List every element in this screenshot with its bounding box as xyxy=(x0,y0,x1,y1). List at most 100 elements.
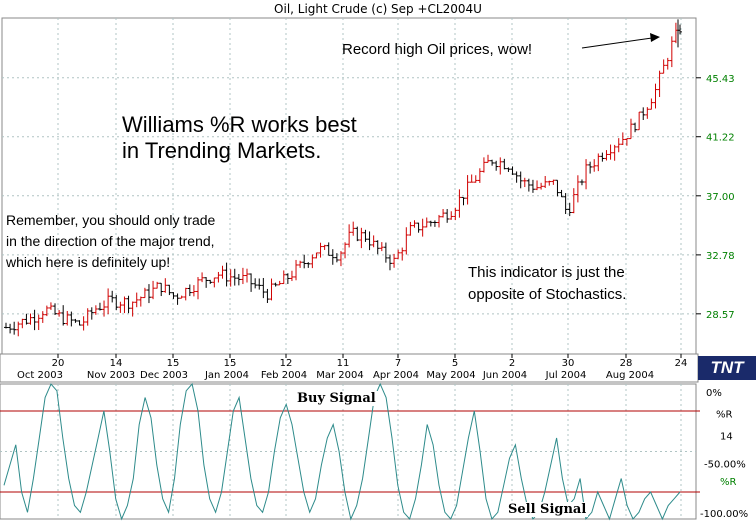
price-bar xyxy=(40,311,45,323)
price-bar xyxy=(16,321,21,337)
price-bar xyxy=(142,287,147,299)
price-bar xyxy=(375,240,380,255)
price-bar xyxy=(310,254,315,269)
price-bar xyxy=(53,303,58,315)
price-bar xyxy=(563,193,568,215)
price-bar xyxy=(261,277,266,299)
price-bar xyxy=(412,220,417,228)
indicator-axis-label: -50.00% xyxy=(704,460,746,471)
price-bar xyxy=(334,253,339,263)
price-bar xyxy=(592,159,597,172)
remember-note: Remember, you should only trade in the d… xyxy=(6,212,216,270)
price-bar xyxy=(633,122,638,133)
price-bar xyxy=(36,314,41,331)
price-bar xyxy=(522,177,527,188)
price-bar xyxy=(155,281,160,289)
price-bar xyxy=(265,288,270,304)
price-bar xyxy=(195,277,200,300)
price-bar xyxy=(85,308,90,326)
indicator-axis-label: %R xyxy=(716,410,733,421)
price-bar xyxy=(8,323,13,334)
price-bar xyxy=(575,175,580,203)
price-bar xyxy=(347,224,352,248)
price-bar xyxy=(535,180,540,191)
price-bar xyxy=(294,259,299,281)
price-bar xyxy=(477,168,482,183)
price-bar xyxy=(28,313,33,325)
price-bar xyxy=(191,285,196,297)
price-bar xyxy=(359,227,364,249)
price-bar xyxy=(502,158,507,170)
price-bar xyxy=(518,171,523,189)
price-bar xyxy=(330,249,335,265)
price-bar xyxy=(457,189,462,218)
price-bar xyxy=(436,214,441,228)
price-bar xyxy=(273,282,278,287)
price-bar xyxy=(134,292,139,308)
indicator-axis-label: 14 xyxy=(720,431,733,442)
price-bar xyxy=(669,36,674,68)
price-bar xyxy=(383,242,388,263)
month-label: Apr 2004 xyxy=(373,370,419,381)
price-axis: 45.43 41.22 37.00 32.78 28.57 xyxy=(695,18,735,354)
price-bar xyxy=(277,280,282,286)
price-bar xyxy=(220,265,225,279)
price-bar xyxy=(547,180,552,186)
month-label: Feb 2004 xyxy=(261,370,307,381)
price-bar xyxy=(240,267,245,285)
day-tick-label: 12 xyxy=(280,358,293,369)
price-bar xyxy=(396,249,401,260)
price-bar xyxy=(208,279,213,284)
price-bar xyxy=(12,321,17,335)
price-bar xyxy=(473,175,478,183)
price-bar xyxy=(318,242,323,258)
price-bar xyxy=(314,252,319,259)
price-bar xyxy=(379,242,384,252)
price-bar xyxy=(494,160,499,171)
price-bar xyxy=(138,296,143,307)
price-bar xyxy=(510,166,515,175)
price-bar xyxy=(44,305,49,317)
record-high-arrow xyxy=(581,33,660,49)
price-bar xyxy=(245,268,250,283)
price-bar xyxy=(543,175,548,189)
price-bar xyxy=(600,152,605,162)
price-bar xyxy=(641,107,646,120)
price-bar xyxy=(441,208,446,218)
price-bar xyxy=(343,242,348,259)
price-bar xyxy=(338,251,343,267)
price-tick-label: 28.57 xyxy=(706,310,735,321)
price-bar xyxy=(224,262,229,287)
price-bar xyxy=(514,171,519,183)
price-bar xyxy=(269,278,274,301)
price-bar xyxy=(363,229,368,242)
price-bar xyxy=(102,300,107,317)
price-bar xyxy=(604,150,609,161)
indicator-panel: 0% %R 14 -50.00% %R -100.00% xyxy=(0,382,748,521)
indicator-note: This indicator is just the opposite of S… xyxy=(468,264,627,303)
price-bar xyxy=(171,292,176,299)
price-bar xyxy=(289,270,294,282)
price-bar xyxy=(61,305,66,326)
price-bar xyxy=(424,217,429,228)
price-bar xyxy=(298,260,303,268)
price-bar xyxy=(469,174,474,183)
price-bar xyxy=(449,211,454,220)
price-bar xyxy=(416,222,421,233)
price-bar xyxy=(306,262,311,268)
price-bar xyxy=(285,273,290,284)
price-bar xyxy=(371,235,376,248)
price-bar xyxy=(612,144,617,161)
month-label: Jul 2004 xyxy=(545,370,587,381)
price-bar xyxy=(539,182,544,190)
price-bars xyxy=(4,19,682,337)
price-bar xyxy=(257,278,262,290)
price-bar xyxy=(526,178,531,192)
price-bar xyxy=(559,189,564,198)
price-bar xyxy=(453,207,458,221)
price-bar xyxy=(461,196,466,206)
month-label: Nov 2003 xyxy=(87,370,135,381)
price-bar xyxy=(404,227,409,255)
